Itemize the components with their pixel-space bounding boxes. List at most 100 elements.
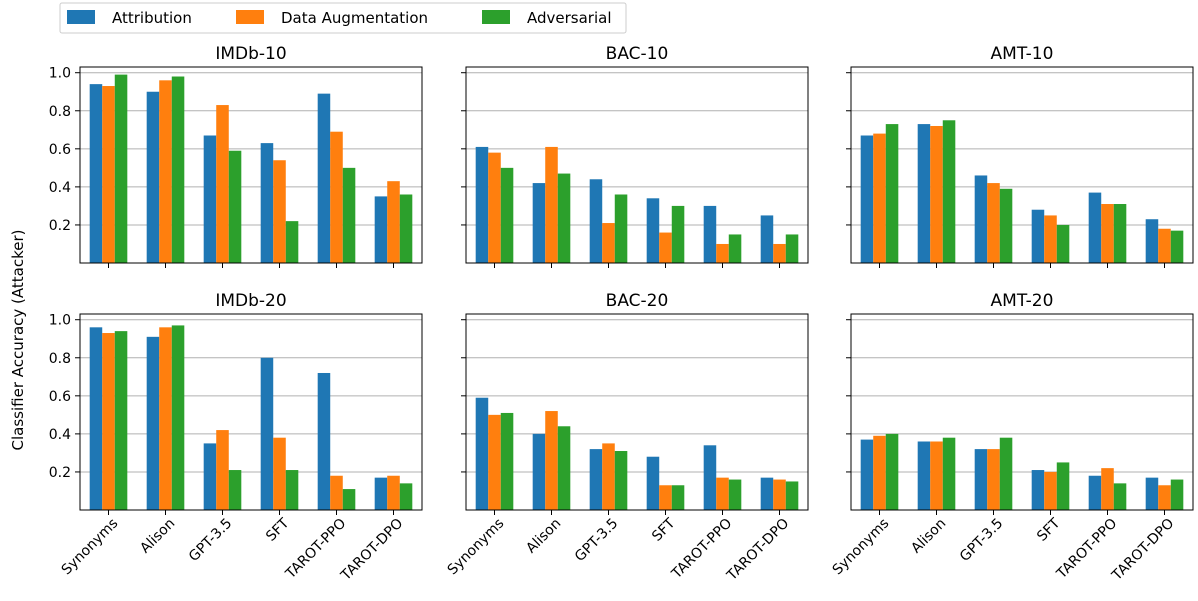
bar-data-augmentation-synonyms [488,414,501,510]
bar-data-augmentation-sft [659,485,672,510]
bar-data-augmentation-synonyms [873,435,886,510]
bar-adversarial-gpt-3-5 [999,437,1013,510]
bar-attribution-tarot-ppo [703,205,717,263]
x-tick-label: GPT-3.5 [957,516,1006,565]
bar-attribution-tarot-ppo [317,372,331,510]
bar-data-augmentation-gpt-3-5 [602,223,615,263]
bar-adversarial-tarot-dpo [1170,479,1184,510]
panel-imdb-20: IMDb-20 0.2 0.4 0.6 0.8 1.0 Synonyms Alison GPT-… [49,291,423,584]
axes-frame [465,313,809,511]
bar-attribution-gpt-3-5 [203,443,217,510]
x-tick-label: Alison [908,516,949,557]
bar-adversarial-alison [557,173,571,263]
bar-attribution-alison [917,124,931,264]
bar-attribution-tarot-dpo [1145,219,1159,263]
bar-attribution-gpt-3-5 [589,449,603,510]
legend-label-attribution: Attribution [112,9,192,27]
bar-data-augmentation-tarot-ppo [330,475,343,510]
bar-data-augmentation-alison [545,411,558,510]
bar-attribution-tarot-ppo [317,93,331,263]
bar-attribution-tarot-dpo [374,196,388,263]
bar-data-augmentation-gpt-3-5 [216,105,229,263]
bar-adversarial-sft [285,470,299,510]
y-tick-label: 0.4 [49,180,71,196]
bar-adversarial-tarot-ppo [342,489,356,510]
bar-adversarial-tarot-ppo [728,479,742,510]
bar-adversarial-sft [671,485,685,510]
axes-frame [79,66,423,264]
panel-title: IMDb-20 [215,291,286,311]
axes-frame [79,313,423,511]
bar-attribution-tarot-ppo [1088,475,1102,510]
bar-attribution-synonyms [860,135,874,263]
bar-attribution-gpt-3-5 [974,175,988,263]
axes-frame [465,66,809,264]
bar-attribution-tarot-ppo [703,445,717,510]
y-tick-label: 0.8 [49,351,71,367]
panel-title: IMDb-10 [215,44,286,64]
bar-adversarial-tarot-dpo [785,234,799,263]
bar-attribution-alison [917,441,931,510]
bar-data-augmentation-alison [159,327,172,510]
bar-adversarial-tarot-ppo [1113,204,1127,263]
legend-entry-adversarial: Adversarial [482,9,612,27]
y-axis-label: Classifier Accuracy (Attacker) [9,230,27,451]
x-tick-label: Synonyms [445,516,508,579]
bar-adversarial-gpt-3-5 [228,150,242,263]
bar-attribution-alison [146,91,160,264]
y-tick-label: 0.6 [49,389,71,405]
legend-label-adversarial: Adversarial [527,9,612,27]
y-tick-label: 0.6 [49,142,71,158]
bar-adversarial-tarot-ppo [342,167,356,263]
y-tick-label: 1.0 [49,66,71,82]
y-tick-label: 1.0 [49,313,71,329]
bar-adversarial-alison [171,76,185,264]
legend-swatch-adversarial [482,10,510,24]
bar-data-augmentation-gpt-3-5 [987,449,1000,510]
bar-adversarial-gpt-3-5 [614,451,628,510]
bar-attribution-sft [260,357,274,510]
bar-adversarial-tarot-dpo [1170,230,1184,263]
bar-attribution-sft [1031,209,1045,263]
bar-data-augmentation-sft [1044,215,1057,263]
bar-data-augmentation-tarot-dpo [1158,485,1171,510]
bar-attribution-tarot-dpo [760,477,774,510]
bar-data-augmentation-alison [930,125,943,263]
panel-title: BAC-20 [606,291,669,311]
bar-adversarial-synonyms [885,433,899,510]
bar-adversarial-alison [557,426,571,510]
x-tick-label: Alison [523,516,564,557]
bar-adversarial-alison [942,120,956,263]
bar-data-augmentation-tarot-ppo [330,131,343,263]
bar-adversarial-gpt-3-5 [614,194,628,263]
bar-data-augmentation-tarot-dpo [387,475,400,510]
bar-data-augmentation-sft [273,437,286,510]
bar-adversarial-synonyms [114,74,128,263]
bar-attribution-synonyms [860,439,874,510]
bar-attribution-tarot-ppo [1088,192,1102,263]
bar-data-augmentation-sft [1044,471,1057,510]
bar-adversarial-tarot-dpo [399,483,413,510]
bar-data-augmentation-alison [159,80,172,263]
bar-data-augmentation-tarot-ppo [716,477,729,510]
bar-attribution-synonyms [475,146,489,263]
y-tick-label: 0.2 [49,218,71,234]
panel-title: AMT-10 [991,44,1054,64]
panel-bac-10: BAC-10 [461,44,809,268]
bar-attribution-alison [532,433,546,510]
axes-frame [850,313,1194,511]
bar-attribution-gpt-3-5 [589,179,603,263]
panel-title: BAC-10 [606,44,669,64]
bar-adversarial-synonyms [885,124,899,264]
bar-adversarial-alison [942,437,956,510]
bar-data-augmentation-tarot-dpo [1158,228,1171,263]
y-tick-label: 0.8 [49,104,71,120]
bar-data-augmentation-gpt-3-5 [987,183,1000,263]
y-tick-label: 0.2 [49,465,71,481]
bar-attribution-synonyms [89,84,103,263]
bar-data-augmentation-synonyms [488,152,501,263]
bar-attribution-gpt-3-5 [203,135,217,263]
x-tick-label: Synonyms [59,516,122,579]
